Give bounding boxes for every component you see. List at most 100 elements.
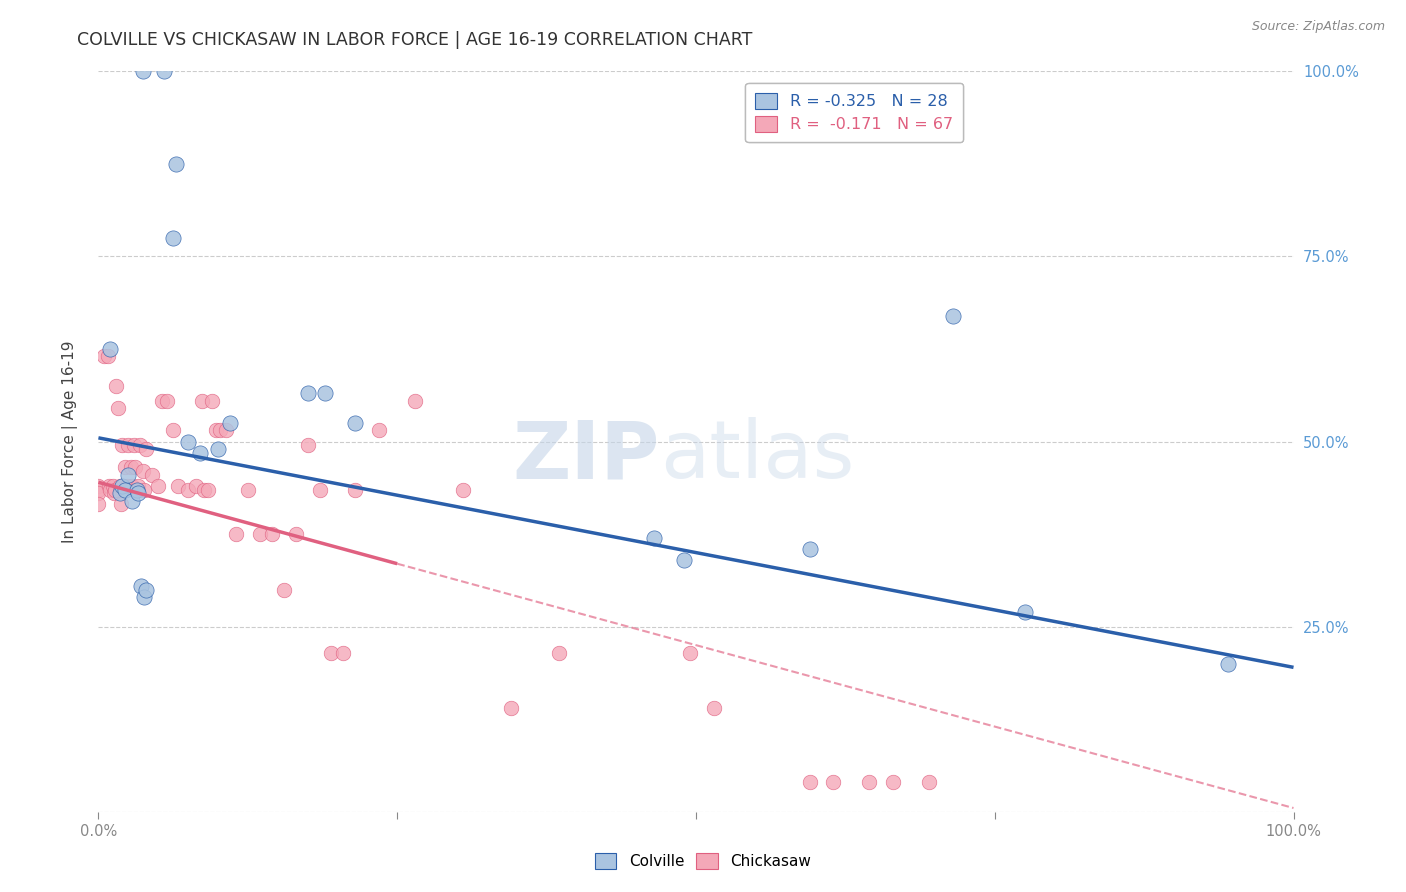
Point	[114, 483, 136, 497]
Text: Source: ZipAtlas.com: Source: ZipAtlas.com	[1251, 20, 1385, 33]
Point	[132, 590, 155, 604]
Point	[918, 775, 941, 789]
Point	[93, 350, 115, 364]
Point	[799, 775, 821, 789]
Point	[209, 424, 232, 438]
Point	[87, 486, 110, 500]
Point	[191, 393, 214, 408]
Point	[131, 464, 153, 478]
Point	[260, 527, 283, 541]
Legend: R = -0.325   N = 28, R =  -0.171   N = 67: R = -0.325 N = 28, R = -0.171 N = 67	[745, 83, 963, 142]
Point	[162, 424, 184, 438]
Point	[104, 483, 127, 497]
Point	[87, 479, 110, 493]
Point	[115, 479, 138, 493]
Point	[120, 460, 142, 475]
Point	[284, 527, 307, 541]
Point	[499, 701, 522, 715]
Point	[1216, 657, 1239, 671]
Point	[117, 438, 139, 452]
Point	[117, 467, 139, 482]
Point	[193, 483, 215, 497]
Point	[177, 483, 200, 497]
Point	[1014, 605, 1036, 619]
Point	[150, 393, 173, 408]
Point	[404, 393, 426, 408]
Point	[186, 479, 208, 493]
Point	[114, 460, 136, 475]
Point	[858, 775, 880, 789]
Point	[321, 646, 343, 660]
Point	[153, 64, 176, 78]
Point	[201, 393, 224, 408]
Point	[105, 379, 128, 393]
Point	[110, 498, 132, 512]
Point	[135, 442, 157, 456]
Point	[225, 527, 247, 541]
Point	[103, 486, 125, 500]
Point	[273, 582, 295, 597]
Point	[823, 775, 845, 789]
Point	[204, 424, 226, 438]
Point	[236, 483, 259, 497]
Point	[121, 479, 143, 493]
Point	[882, 775, 904, 789]
Point	[129, 438, 152, 452]
Point	[111, 438, 134, 452]
Point	[135, 582, 157, 597]
Y-axis label: In Labor Force | Age 16-19: In Labor Force | Age 16-19	[62, 340, 77, 543]
Point	[799, 541, 821, 556]
Point	[124, 438, 146, 452]
Point	[344, 416, 367, 430]
Point	[177, 434, 200, 449]
Point	[98, 479, 121, 493]
Point	[165, 157, 187, 171]
Point	[98, 342, 122, 356]
Point	[101, 479, 124, 493]
Point	[368, 424, 391, 438]
Text: atlas: atlas	[661, 417, 855, 495]
Point	[125, 483, 148, 497]
Point	[108, 479, 131, 493]
Point	[148, 479, 170, 493]
Point	[127, 479, 149, 493]
Point	[131, 64, 153, 78]
Point	[97, 350, 120, 364]
Point	[197, 483, 219, 497]
Point	[188, 445, 211, 459]
Point	[673, 553, 696, 567]
Point	[315, 386, 337, 401]
Point	[124, 460, 146, 475]
Text: ZIP: ZIP	[513, 417, 661, 495]
Point	[155, 393, 177, 408]
Point	[127, 486, 149, 500]
Point	[679, 646, 702, 660]
Point	[344, 483, 367, 497]
Point	[131, 579, 153, 593]
Point	[87, 483, 110, 497]
Point	[121, 493, 143, 508]
Point	[297, 438, 319, 452]
Point	[207, 442, 229, 456]
Point	[167, 479, 190, 493]
Point	[162, 231, 184, 245]
Point	[219, 416, 242, 430]
Point	[108, 486, 131, 500]
Point	[942, 309, 965, 323]
Point	[125, 483, 148, 497]
Point	[132, 483, 155, 497]
Legend: Colville, Chickasaw: Colville, Chickasaw	[589, 847, 817, 875]
Point	[332, 646, 354, 660]
Point	[141, 467, 163, 482]
Point	[215, 424, 238, 438]
Point	[308, 483, 330, 497]
Text: COLVILLE VS CHICKASAW IN LABOR FORCE | AGE 16-19 CORRELATION CHART: COLVILLE VS CHICKASAW IN LABOR FORCE | A…	[77, 31, 752, 49]
Point	[643, 531, 665, 545]
Point	[451, 483, 474, 497]
Point	[297, 386, 319, 401]
Point	[703, 701, 725, 715]
Point	[98, 483, 122, 497]
Point	[111, 479, 134, 493]
Point	[249, 527, 271, 541]
Point	[107, 401, 129, 416]
